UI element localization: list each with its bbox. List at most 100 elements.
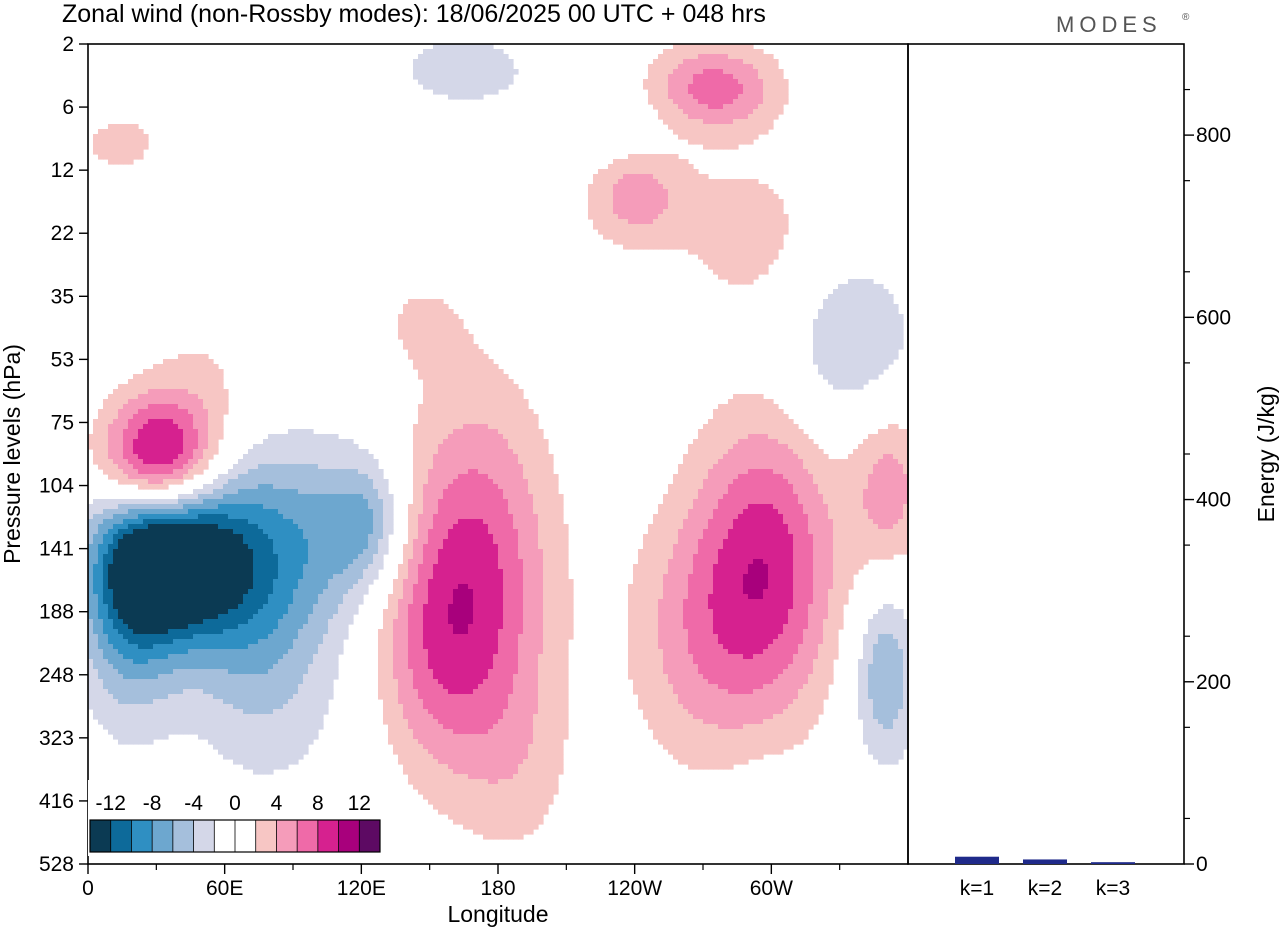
contour-cell [873, 299, 879, 305]
contour-cell [378, 509, 384, 515]
contour-cell [678, 74, 684, 80]
contour-cell [423, 429, 429, 435]
contour-cell [153, 404, 159, 410]
contour-cell [428, 499, 434, 505]
contour-cell [883, 359, 889, 365]
contour-cell [683, 514, 689, 520]
contour-cell [223, 474, 229, 480]
contour-cell [283, 434, 289, 440]
contour-cell [433, 349, 439, 355]
contour-cell [843, 349, 849, 355]
contour-cell [468, 334, 474, 340]
contour-cell [438, 319, 444, 325]
contour-cell [518, 479, 524, 485]
contour-cell [733, 259, 739, 265]
contour-cell [448, 49, 454, 55]
contour-cell [828, 374, 834, 380]
contour-cell [728, 424, 734, 430]
contour-cell [193, 509, 199, 515]
contour-cell [433, 59, 439, 65]
contour-cell [93, 149, 99, 155]
contour-cell [183, 384, 189, 390]
contour-cell [873, 369, 879, 375]
contour-cell [793, 424, 799, 430]
contour-cell [683, 244, 689, 250]
contour-cell [288, 449, 294, 455]
contour-cell [223, 509, 229, 515]
contour-cell [413, 69, 419, 75]
contour-cell [313, 464, 319, 470]
contour-cell [778, 449, 784, 455]
contour-cell [868, 364, 874, 370]
contour-cell [888, 429, 894, 435]
contour-cell [303, 444, 309, 450]
contour-cell [853, 309, 859, 315]
contour-cell [698, 129, 704, 135]
contour-cell [653, 224, 659, 230]
contour-cell [188, 429, 194, 435]
contour-cell [88, 434, 94, 440]
contour-cell [703, 484, 709, 490]
contour-cell [883, 309, 889, 315]
contour-cell [478, 389, 484, 395]
contour-cell [473, 519, 479, 525]
contour-cell [818, 354, 824, 360]
contour-cell [498, 449, 504, 455]
contour-cell [828, 459, 834, 465]
contour-cell [513, 444, 519, 450]
contour-cell [683, 524, 689, 530]
contour-cell [783, 84, 789, 90]
contour-cell [898, 514, 904, 520]
contour-cell [373, 489, 379, 495]
contour-cell [683, 209, 689, 215]
contour-cell [643, 84, 649, 90]
zonal-wind-contour-field [88, 44, 908, 840]
contour-cell [423, 354, 429, 360]
contour-cell [698, 179, 704, 185]
contour-cell [263, 524, 269, 530]
contour-cell [543, 474, 549, 480]
contour-cell [323, 524, 329, 530]
contour-cell [343, 454, 349, 460]
contour-cell [348, 439, 354, 445]
contour-cell [658, 189, 664, 195]
contour-cell [103, 414, 109, 420]
contour-cell [353, 459, 359, 465]
contour-cell [363, 499, 369, 505]
contour-cell [418, 449, 424, 455]
contour-cell [98, 459, 104, 465]
contour-cell [738, 399, 744, 405]
contour-cell [728, 44, 734, 50]
contour-cell [178, 389, 184, 395]
contour-cell [438, 439, 444, 445]
contour-cell [418, 514, 424, 520]
contour-cell [468, 444, 474, 450]
contour-cell [283, 449, 289, 455]
contour-cell [138, 414, 144, 420]
contour-cell [428, 399, 434, 405]
contour-cell [363, 494, 369, 500]
contour-cell [623, 194, 629, 200]
contour-cell [728, 489, 734, 495]
contour-cell [253, 509, 259, 515]
contour-cell [873, 284, 879, 290]
contour-cell [743, 249, 749, 255]
contour-cell [518, 399, 524, 405]
contour-cell [623, 189, 629, 195]
contour-cell [133, 459, 139, 465]
contour-cell [388, 504, 394, 510]
contour-cell [793, 429, 799, 435]
contour-cell [603, 169, 609, 175]
contour-cell [218, 489, 224, 495]
contour-cell [458, 94, 464, 100]
contour-cell [198, 374, 204, 380]
contour-cell [778, 494, 784, 500]
contour-cell [273, 454, 279, 460]
contour-cell [728, 89, 734, 95]
contour-cell [688, 234, 694, 240]
contour-cell [833, 484, 839, 490]
contour-cell [788, 424, 794, 430]
contour-cell [458, 334, 464, 340]
contour-cell [478, 69, 484, 75]
contour-cell [823, 479, 829, 485]
